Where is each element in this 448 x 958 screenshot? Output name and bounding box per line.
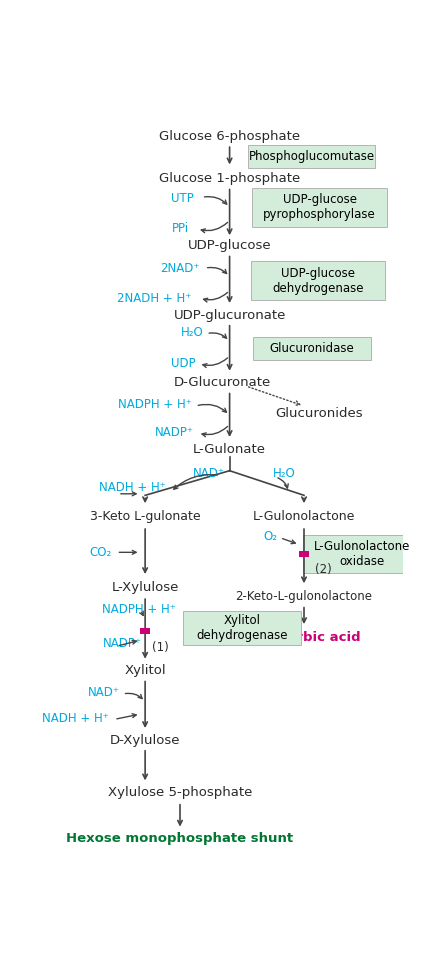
Text: L-Gulonate: L-Gulonate	[193, 443, 266, 456]
Text: UDP: UDP	[171, 357, 195, 370]
Text: UTP: UTP	[171, 192, 194, 205]
FancyBboxPatch shape	[253, 336, 370, 360]
Text: (2): (2)	[315, 562, 332, 576]
Text: 2NAD⁺: 2NAD⁺	[160, 262, 199, 276]
Text: NADP⁺: NADP⁺	[103, 637, 142, 650]
Text: Glucose 1-phosphate: Glucose 1-phosphate	[159, 171, 300, 185]
Text: D-Xylulose: D-Xylulose	[110, 734, 181, 746]
FancyBboxPatch shape	[251, 262, 384, 300]
Text: CO₂: CO₂	[90, 546, 112, 559]
Text: Phosphoglucomutase: Phosphoglucomutase	[249, 150, 375, 163]
Text: Xylitol: Xylitol	[124, 665, 166, 677]
Text: NAD⁺: NAD⁺	[87, 686, 120, 699]
Text: NADPH + H⁺: NADPH + H⁺	[118, 398, 192, 411]
Text: NADH + H⁺: NADH + H⁺	[99, 481, 165, 494]
Text: 2NADH + H⁺: 2NADH + H⁺	[117, 292, 192, 305]
Text: NADH + H⁺: NADH + H⁺	[42, 712, 109, 725]
Text: Xylulose 5-phosphate: Xylulose 5-phosphate	[108, 787, 252, 799]
Text: 2-Keto-L-gulonolactone: 2-Keto-L-gulonolactone	[236, 590, 372, 603]
Text: L-Gulonolactone
oxidase: L-Gulonolactone oxidase	[314, 540, 410, 568]
Text: Glucose 6-phosphate: Glucose 6-phosphate	[159, 130, 300, 143]
Text: L-Ascorbic acid: L-Ascorbic acid	[247, 630, 361, 644]
Text: UDP-glucose
pyrophosphorylase: UDP-glucose pyrophosphorylase	[263, 194, 376, 221]
FancyBboxPatch shape	[252, 188, 387, 227]
Text: Hexose monophosphate shunt: Hexose monophosphate shunt	[66, 833, 293, 845]
Text: UDP-glucuronate: UDP-glucuronate	[173, 308, 286, 322]
Text: D-Glucuronate: D-Glucuronate	[174, 376, 271, 389]
Text: NADPH + H⁺: NADPH + H⁺	[103, 603, 177, 616]
Text: UDP-glucose: UDP-glucose	[188, 240, 271, 252]
Text: L-Xylulose: L-Xylulose	[112, 582, 179, 594]
Text: (1): (1)	[152, 641, 169, 654]
Text: H₂O: H₂O	[181, 327, 203, 339]
Text: Xylitol
dehydrogenase: Xylitol dehydrogenase	[196, 614, 288, 642]
FancyBboxPatch shape	[303, 535, 421, 573]
Text: Glucuronides: Glucuronides	[276, 407, 363, 421]
Bar	[141, 627, 150, 634]
Bar	[299, 551, 309, 557]
Text: 3-Keto L-gulonate: 3-Keto L-gulonate	[90, 511, 200, 523]
FancyBboxPatch shape	[248, 145, 375, 168]
Text: H₂O: H₂O	[273, 468, 296, 480]
Text: L-Gulonolactone: L-Gulonolactone	[253, 511, 355, 523]
Text: O₂: O₂	[263, 531, 277, 543]
Text: PPi: PPi	[172, 221, 190, 235]
Text: Glucuronidase: Glucuronidase	[269, 342, 354, 354]
FancyBboxPatch shape	[183, 611, 301, 645]
Text: NADP⁺: NADP⁺	[155, 426, 194, 440]
Text: UDP-glucose
dehydrogenase: UDP-glucose dehydrogenase	[272, 266, 364, 294]
Text: NAD⁺: NAD⁺	[193, 468, 225, 480]
